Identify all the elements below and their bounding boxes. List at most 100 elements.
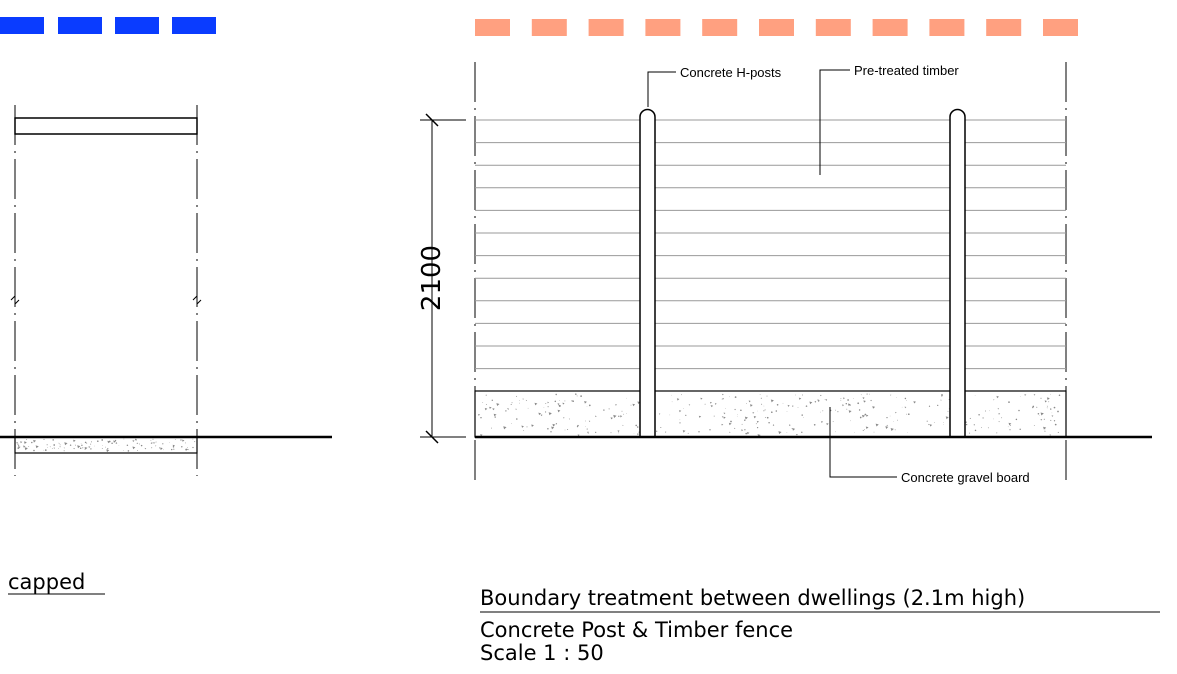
hatch-speck [862, 397, 865, 400]
hatch-speck [564, 400, 566, 402]
hatch-speck [1040, 412, 1044, 416]
hatch-speck [580, 395, 582, 397]
hatch-speck [700, 397, 703, 400]
hatch-speck [127, 450, 130, 452]
hatch-speck [187, 449, 189, 451]
hatch-speck [515, 408, 517, 410]
hatch-speck [862, 414, 866, 418]
hatch-speck [547, 427, 549, 430]
hatch-speck [478, 413, 481, 416]
hatch-speck [595, 431, 597, 434]
hatch-speck [1050, 408, 1052, 410]
hatch-speck [901, 406, 903, 408]
hatch-speck [33, 439, 37, 443]
hatch-speck [1057, 410, 1059, 413]
hatch-speck [1037, 412, 1040, 415]
hatch-speck [144, 447, 147, 450]
left-caption: capped [8, 570, 85, 594]
hatch-speck [759, 394, 761, 395]
blue-dash [58, 17, 102, 34]
hatch-speck [904, 406, 907, 409]
hatch-speck [90, 448, 92, 450]
hatch-speck [151, 447, 153, 449]
hatch-speck [763, 410, 765, 412]
hatch-speck [107, 448, 109, 450]
hatch-speck [820, 394, 822, 397]
hatch-speck [763, 405, 765, 407]
hatch-speck [764, 416, 767, 419]
hatch-speck [865, 414, 869, 417]
hatch-speck [568, 418, 571, 420]
hatch-speck [588, 420, 591, 423]
hatch-speck [787, 404, 790, 407]
hatch-speck [615, 404, 618, 406]
hatch-speck [1046, 407, 1048, 409]
hatch-speck [729, 431, 731, 433]
hatch-speck [52, 439, 54, 441]
hatch-speck [832, 421, 834, 423]
hatch-speck [1024, 394, 1027, 396]
hatch-speck [17, 445, 20, 447]
hatch-speck [567, 428, 569, 431]
hatch-speck [676, 398, 680, 401]
hatch-speck [1043, 418, 1045, 420]
hatch-speck [547, 406, 549, 408]
hatch-speck [682, 430, 686, 433]
hatch-speck [1032, 406, 1034, 409]
hatch-speck [658, 413, 661, 415]
hatch-speck [782, 402, 784, 404]
dimension-tick-bottom [425, 430, 439, 444]
hatch-speck [749, 404, 753, 407]
hatch-speck [636, 426, 639, 428]
concrete-post-right [949, 108, 966, 438]
hatch-speck [484, 407, 488, 411]
hatch-speck [928, 423, 930, 426]
hatch-speck [33, 449, 35, 452]
salmon-dash [1043, 19, 1078, 36]
hatch-speck [740, 409, 742, 412]
hatch-speck [814, 401, 817, 403]
hatch-speck [126, 444, 129, 447]
hatch-speck [46, 444, 49, 446]
hatch-speck [753, 415, 757, 419]
hatch-speck [744, 429, 746, 431]
hatch-speck [985, 410, 986, 412]
hatch-speck [945, 416, 949, 420]
hatch-speck [534, 402, 538, 406]
hatch-speck [91, 441, 92, 443]
hatch-speck [978, 413, 980, 416]
hatch-speck [586, 406, 588, 407]
hatch-speck [943, 423, 944, 425]
hatch-speck [741, 423, 743, 425]
hatch-speck [906, 400, 908, 401]
hatch-speck [843, 397, 845, 400]
hatch-speck [728, 422, 732, 426]
hatch-speck [519, 400, 520, 401]
hatch-speck [913, 401, 917, 404]
hatch-speck [786, 410, 788, 412]
hatch-speck [791, 428, 793, 429]
hatch-speck [555, 423, 558, 425]
hatch-speck [992, 418, 994, 420]
hatch-speck [669, 414, 671, 416]
hatch-speck [1040, 397, 1042, 399]
hatch-speck [834, 409, 837, 411]
gravel-board-concrete-hatch [478, 393, 1061, 438]
hatch-speck [710, 405, 714, 408]
hatch-speck [63, 447, 65, 449]
hatch-speck [824, 399, 826, 400]
drawing-subtitle: Concrete Post & Timber fence [480, 618, 793, 642]
hatch-speck [730, 420, 732, 423]
hatch-speck [1044, 400, 1047, 403]
hatch-speck [89, 443, 92, 445]
hatch-speck [97, 440, 99, 442]
hatch-speck [527, 407, 529, 409]
hatch-speck [1008, 401, 1010, 403]
hatch-speck [736, 416, 738, 417]
hatch-speck [585, 426, 586, 427]
hatch-speck [1050, 393, 1051, 395]
hatch-speck [51, 448, 53, 449]
hatch-speck [1040, 418, 1043, 421]
hatch-speck [494, 416, 496, 418]
hatch-speck [132, 446, 136, 450]
